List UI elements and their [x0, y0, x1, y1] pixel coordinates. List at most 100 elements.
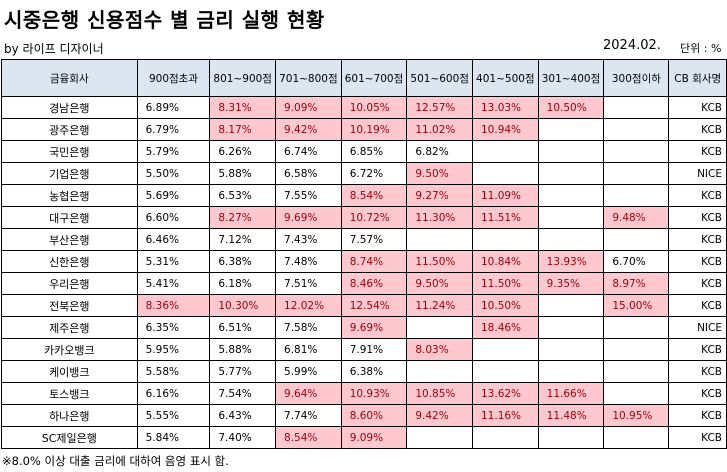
bank-name-cell: 전북은행	[1, 294, 138, 317]
col-header-501-600: 501~600점	[406, 59, 473, 97]
rate-cell	[472, 162, 539, 185]
bank-name-cell: 제주은행	[1, 316, 138, 339]
rate-cell: 9.69%	[275, 206, 342, 229]
rate-cell: 11.66%	[537, 382, 605, 405]
rate-cell: 5.55%	[136, 404, 211, 427]
cb-company-cell: KCB	[668, 382, 727, 405]
rate-cell: 8.60%	[340, 404, 408, 427]
rate-cell: 9.50%	[406, 162, 473, 185]
rate-cell	[603, 140, 670, 163]
rate-cell: 6.85%	[340, 140, 408, 163]
rate-cell	[406, 228, 473, 251]
rate-cell: 6.70%	[603, 250, 670, 273]
cb-company-cell: KCB	[668, 272, 727, 295]
table-row: 국민은행 5.79% 6.26% 6.74% 6.85% 6.82% KCB	[1, 140, 727, 163]
rate-cell: 12.02%	[275, 294, 342, 317]
rate-cell: 8.54%	[275, 426, 342, 449]
rate-cell: 9.69%	[340, 316, 408, 339]
col-header-801-900: 801~900점	[209, 59, 277, 97]
page-title: 시중은행 신용점수 별 금리 실행 현황	[4, 8, 325, 32]
rate-cell	[603, 338, 670, 361]
rate-cell: 6.89%	[136, 96, 211, 119]
bank-name-cell: 케이뱅크	[1, 360, 138, 383]
rate-cell: 11.02%	[406, 118, 473, 141]
bank-name-cell: 경남은행	[1, 96, 138, 119]
rate-cell: 5.50%	[136, 162, 211, 185]
rate-cell: 11.50%	[472, 272, 539, 295]
rate-cell	[537, 338, 605, 361]
rate-cell: 8.27%	[209, 206, 277, 229]
table-row: 하나은행 5.55% 6.43% 7.74% 8.60% 9.42% 11.16% 11.48…	[1, 404, 727, 427]
rate-cell	[472, 426, 539, 449]
rate-cell	[537, 426, 605, 449]
rate-cell: 9.35%	[537, 272, 605, 295]
rate-cell: 6.79%	[136, 118, 211, 141]
col-header-900-over: 900점초과	[136, 59, 211, 97]
rate-cell: 10.85%	[406, 382, 473, 405]
rate-cell: 10.05%	[340, 96, 408, 119]
rate-cell: 8.46%	[340, 272, 408, 295]
rate-cell: 12.54%	[340, 294, 408, 317]
rate-cell: 5.58%	[136, 360, 211, 383]
table-row: 대구은행 6.60% 8.27% 9.69% 10.72% 11.30% 11.51% 9.4…	[1, 206, 727, 229]
rate-cell: 11.48%	[537, 404, 605, 427]
rate-cell: 11.09%	[472, 184, 539, 207]
rate-cell: 7.55%	[275, 184, 342, 207]
table-row: 케이뱅크 5.58% 5.77% 5.99% 6.38% KCB	[1, 360, 727, 383]
rate-cell	[603, 96, 670, 119]
bank-name-cell: 토스뱅크	[1, 382, 138, 405]
rate-cell: 6.35%	[136, 316, 211, 339]
table-row: 제주은행 6.35% 6.51% 7.58% 9.69% 18.46% NICE	[1, 316, 727, 339]
rate-cell	[603, 162, 670, 185]
rate-cell: 9.09%	[340, 426, 408, 449]
rate-cell: 8.03%	[406, 338, 473, 361]
rate-cell: 9.48%	[603, 206, 670, 229]
rate-cell: 10.72%	[340, 206, 408, 229]
table-row: 토스뱅크 6.16% 7.54% 9.64% 10.93% 10.85% 13.62% 11.…	[1, 382, 727, 405]
footnote: ※8.0% 이상 대출 금리에 대하여 음영 표시 함.	[2, 454, 229, 468]
rate-cell: 12.57%	[406, 96, 473, 119]
cb-company-cell: KCB	[668, 250, 727, 273]
cb-company-cell: KCB	[668, 360, 727, 383]
table-row: 부산은행 6.46% 7.12% 7.43% 7.57% KCB	[1, 228, 727, 251]
table-row: 기업은행 5.50% 5.88% 6.58% 6.72% 9.50% NICE	[1, 162, 727, 185]
rate-cell: 9.27%	[406, 184, 473, 207]
rate-cell: 15.00%	[603, 294, 670, 317]
cb-company-cell: NICE	[668, 316, 727, 339]
rate-cell: 5.69%	[136, 184, 211, 207]
rate-cell	[603, 228, 670, 251]
col-header-300-under: 300점이하	[603, 59, 670, 97]
col-header-701-800: 701~800점	[275, 59, 342, 97]
rate-cell: 6.53%	[209, 184, 277, 207]
rate-cell: 8.74%	[340, 250, 408, 273]
col-header-601-700: 601~700점	[340, 59, 408, 97]
rate-cell: 5.95%	[136, 338, 211, 361]
rate-cell: 10.50%	[537, 96, 605, 119]
rate-cell: 11.30%	[406, 206, 473, 229]
rate-cell: 5.77%	[209, 360, 277, 383]
rate-cell: 6.74%	[275, 140, 342, 163]
rate-cell	[406, 426, 473, 449]
rate-cell	[472, 140, 539, 163]
bank-name-cell: 우리은행	[1, 272, 138, 295]
table-row: 농협은행 5.69% 6.53% 7.55% 8.54% 9.27% 11.09% KCB	[1, 184, 727, 207]
rate-cell: 10.95%	[603, 404, 670, 427]
bank-name-cell: 카카오뱅크	[1, 338, 138, 361]
bank-name-cell: SC제일은행	[1, 426, 138, 449]
rate-cell: 13.03%	[472, 96, 539, 119]
rate-cell	[537, 184, 605, 207]
col-header-401-500: 401~500점	[472, 59, 539, 97]
rate-cell: 7.58%	[275, 316, 342, 339]
rate-cell: 7.74%	[275, 404, 342, 427]
rate-cell: 6.43%	[209, 404, 277, 427]
bank-name-cell: 농협은행	[1, 184, 138, 207]
col-header-301-400: 301~400점	[537, 59, 605, 97]
table-row: 카카오뱅크 5.95% 5.88% 6.81% 7.91% 8.03% KCB	[1, 338, 727, 361]
rate-cell: 6.60%	[136, 206, 211, 229]
rate-cell: 5.88%	[209, 338, 277, 361]
rate-cell: 8.31%	[209, 96, 277, 119]
rate-cell: 11.16%	[472, 404, 539, 427]
rate-cell: 18.46%	[472, 316, 539, 339]
table-row: 우리은행 5.41% 6.18% 7.51% 8.46% 9.50% 11.50% 9.35%…	[1, 272, 727, 295]
unit-label: 단위 : %	[680, 42, 722, 55]
